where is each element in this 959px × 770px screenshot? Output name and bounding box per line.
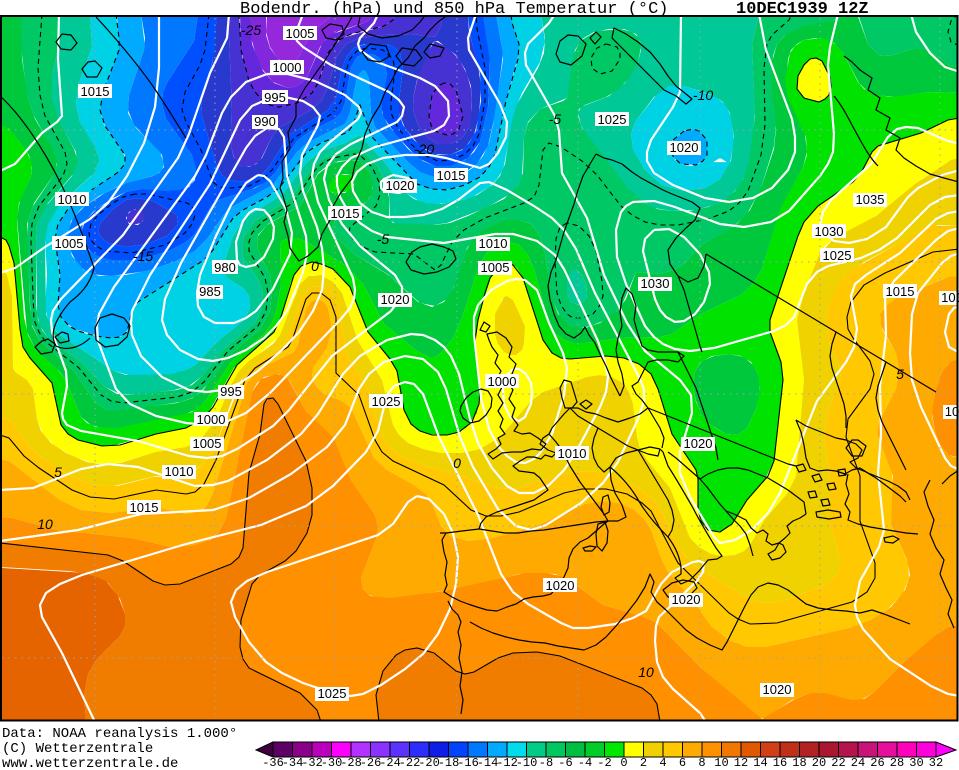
svg-text:1000: 1000 [488, 374, 517, 389]
svg-text:26: 26 [870, 756, 884, 770]
svg-text:1020: 1020 [670, 140, 699, 155]
svg-text:1020: 1020 [672, 592, 701, 607]
svg-text:10: 10 [945, 404, 959, 419]
svg-text:980: 980 [214, 260, 236, 275]
svg-text:101: 101 [941, 290, 959, 305]
svg-text:22: 22 [831, 756, 845, 770]
svg-text:-2: -2 [597, 756, 611, 770]
svg-text:4: 4 [659, 756, 666, 770]
svg-text:1020: 1020 [763, 682, 792, 697]
svg-text:28: 28 [890, 756, 904, 770]
svg-text:24: 24 [851, 756, 865, 770]
svg-text:Data: NOAA reanalysis 1.000°: Data: NOAA reanalysis 1.000° [2, 726, 237, 742]
svg-text:995: 995 [220, 384, 242, 399]
svg-text:1015: 1015 [331, 206, 360, 221]
svg-text:0: 0 [620, 756, 627, 770]
svg-text:1015: 1015 [130, 500, 159, 515]
svg-text:-18: -18 [438, 756, 460, 770]
svg-text:1015: 1015 [886, 284, 915, 299]
svg-text:1005: 1005 [481, 260, 510, 275]
svg-text:1010: 1010 [558, 446, 587, 461]
svg-text:10DEC1939 12Z: 10DEC1939 12Z [736, 0, 869, 19]
svg-text:-8: -8 [539, 756, 553, 770]
svg-text:(C) Wetterzentrale: (C) Wetterzentrale [2, 741, 153, 757]
svg-text:1025: 1025 [598, 112, 627, 127]
svg-text:995: 995 [264, 90, 286, 105]
svg-text:-20: -20 [418, 756, 440, 770]
svg-text:32: 32 [929, 756, 943, 770]
svg-text:1010: 1010 [58, 192, 87, 207]
svg-text:-10: -10 [516, 756, 538, 770]
svg-text:1035: 1035 [856, 192, 885, 207]
svg-text:0: 0 [311, 258, 319, 274]
svg-text:10: 10 [714, 756, 728, 770]
svg-text:-6: -6 [558, 756, 572, 770]
svg-text:10: 10 [37, 516, 53, 532]
svg-text:985: 985 [199, 284, 221, 299]
svg-text:1020: 1020 [546, 578, 575, 593]
svg-text:1030: 1030 [815, 224, 844, 239]
svg-text:-10: -10 [693, 87, 713, 103]
svg-text:-26: -26 [360, 756, 382, 770]
svg-text:-28: -28 [340, 756, 362, 770]
svg-text:-14: -14 [477, 756, 499, 770]
svg-text:1015: 1015 [81, 84, 110, 99]
svg-text:2: 2 [640, 756, 647, 770]
svg-text:-12: -12 [496, 756, 518, 770]
svg-text:-24: -24 [379, 756, 401, 770]
svg-text:6: 6 [679, 756, 686, 770]
svg-text:1015: 1015 [437, 168, 466, 183]
svg-text:1020: 1020 [684, 436, 713, 451]
svg-text:1025: 1025 [372, 394, 401, 409]
svg-text:-20: -20 [414, 141, 434, 157]
svg-text:1025: 1025 [823, 248, 852, 263]
svg-text:1020: 1020 [381, 292, 410, 307]
svg-text:www.wetterzentrale.de: www.wetterzentrale.de [2, 756, 178, 770]
svg-text:1005: 1005 [55, 236, 84, 251]
svg-text:1000: 1000 [197, 412, 226, 427]
svg-text:0: 0 [453, 455, 461, 471]
svg-text:8: 8 [698, 756, 705, 770]
svg-text:-16: -16 [457, 756, 479, 770]
svg-text:1005: 1005 [193, 436, 222, 451]
svg-text:-5: -5 [549, 111, 562, 127]
svg-text:14: 14 [753, 756, 767, 770]
svg-text:1010: 1010 [479, 236, 508, 251]
svg-text:-30: -30 [321, 756, 343, 770]
svg-text:5: 5 [54, 464, 62, 480]
svg-text:1025: 1025 [318, 686, 347, 701]
svg-text:-4: -4 [578, 756, 592, 770]
svg-text:1000: 1000 [273, 60, 302, 75]
svg-text:5: 5 [896, 366, 904, 382]
svg-text:1030: 1030 [641, 276, 670, 291]
svg-text:20: 20 [812, 756, 826, 770]
svg-text:-15: -15 [133, 248, 153, 264]
svg-text:18: 18 [792, 756, 806, 770]
svg-text:-32: -32 [301, 756, 323, 770]
svg-text:-5: -5 [377, 231, 390, 247]
svg-text:-25: -25 [241, 22, 261, 38]
svg-text:16: 16 [773, 756, 787, 770]
svg-text:-36: -36 [262, 756, 284, 770]
svg-text:990: 990 [254, 114, 276, 129]
svg-text:10: 10 [638, 664, 654, 680]
svg-text:1010: 1010 [165, 464, 194, 479]
svg-text:Bodendr. (hPa) und 850 hPa Tem: Bodendr. (hPa) und 850 hPa Temperatur (°… [240, 0, 668, 19]
svg-text:1005: 1005 [286, 26, 315, 41]
svg-text:1020: 1020 [386, 178, 415, 193]
svg-text:-22: -22 [399, 756, 421, 770]
svg-text:12: 12 [734, 756, 748, 770]
svg-text:30: 30 [909, 756, 923, 770]
svg-text:-34: -34 [282, 756, 304, 770]
